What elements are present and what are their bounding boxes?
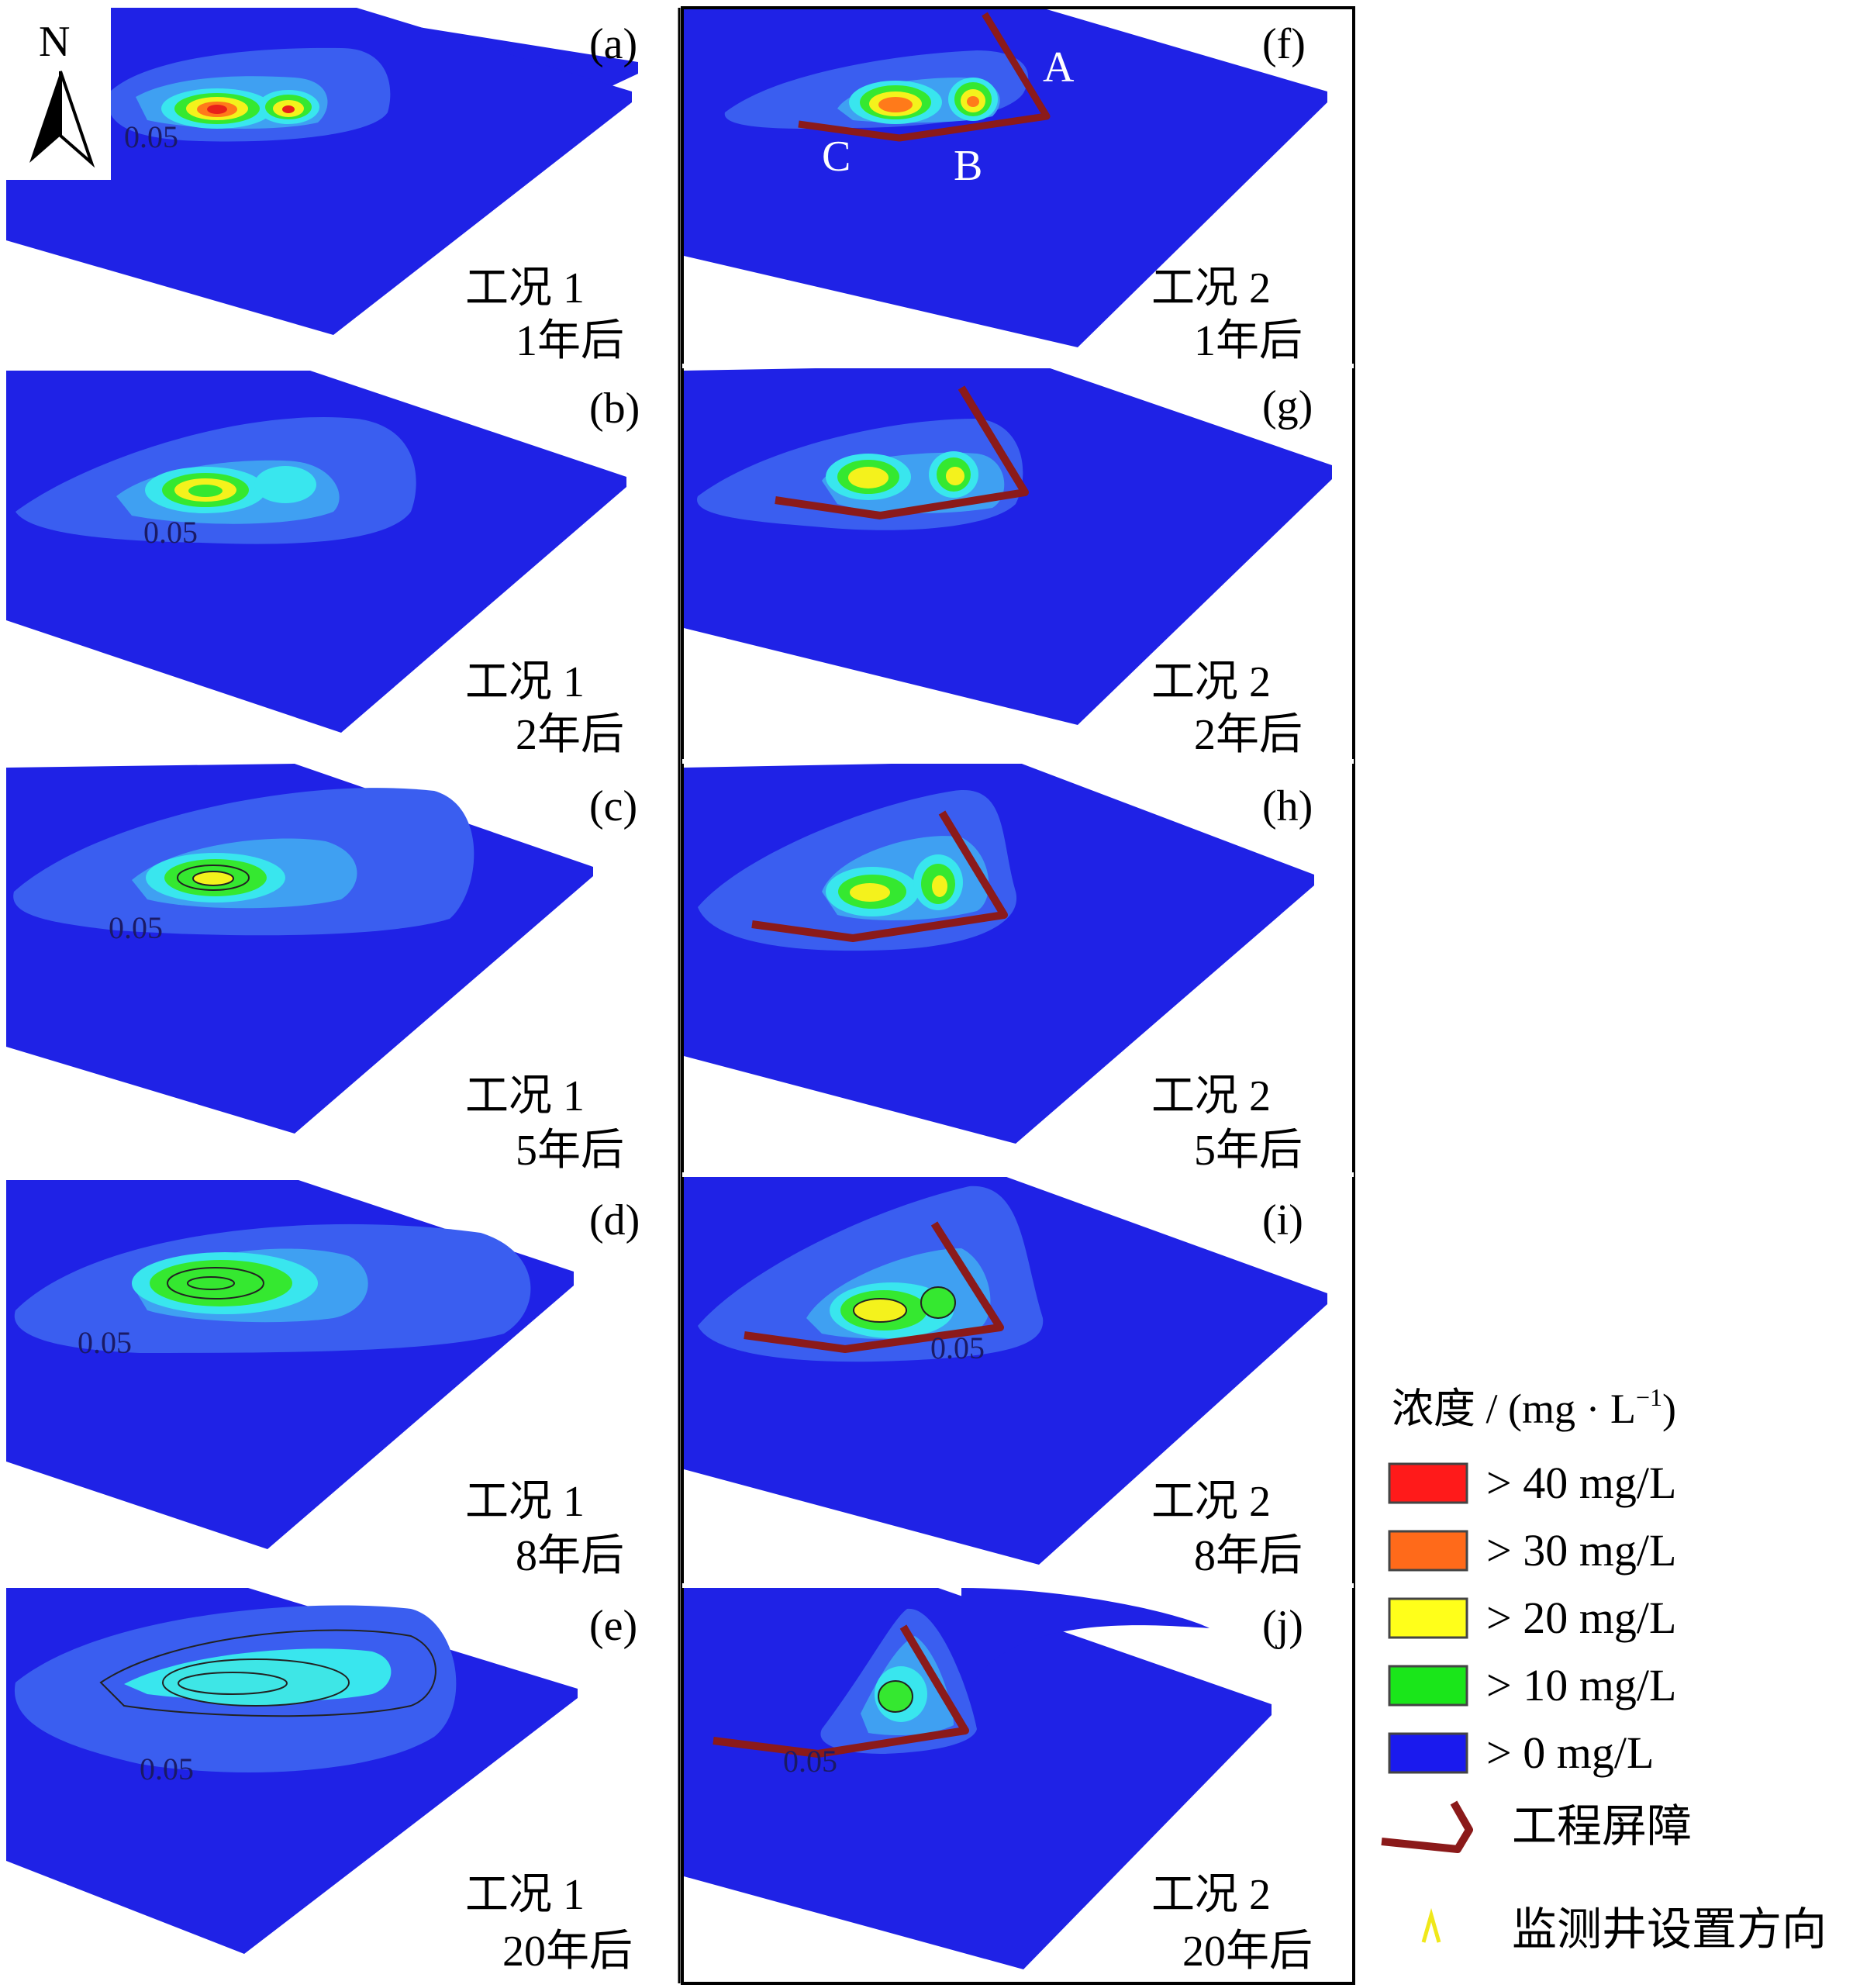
panel-time-a: 1年后 <box>516 317 624 365</box>
panel-case-c: 工况 1 <box>465 1072 585 1120</box>
contour-label-a: 0.05 <box>124 119 178 154</box>
panel-tag-e: (e) <box>589 1602 637 1650</box>
legend-swatch <box>1388 1530 1468 1572</box>
plume-d <box>14 1224 531 1353</box>
panel-tag-d: (d) <box>589 1196 640 1244</box>
panel-tag-h: (h) <box>1262 782 1313 830</box>
panel-tag-a: (a) <box>589 20 637 68</box>
panel-tag-b: (b) <box>589 385 640 433</box>
panel-time-e: 20年后 <box>502 1928 633 1976</box>
panel-time-i: 8年后 <box>1194 1532 1303 1580</box>
panel-tag-c: (c) <box>589 782 637 830</box>
panel-case-b: 工况 1 <box>465 658 585 706</box>
ground-j <box>684 1588 1272 1969</box>
panel-time-f: 1年后 <box>1194 317 1303 365</box>
barrier-j <box>713 1624 969 1758</box>
panel-case-h: 工况 2 <box>1151 1072 1271 1120</box>
panel-time-b: 2年后 <box>516 711 624 759</box>
panel-case-d: 工况 1 <box>465 1478 585 1526</box>
barrier-i <box>744 1221 1004 1353</box>
plume-j <box>820 1588 1209 1754</box>
plume-f <box>724 50 1029 129</box>
barrier-g <box>775 385 1029 519</box>
compass: N <box>6 8 111 180</box>
panel-time-h: 5年后 <box>1194 1127 1303 1175</box>
barrier-h <box>751 810 1008 942</box>
plume-c <box>13 788 474 936</box>
panel-case-a: 工况 1 <box>465 264 585 312</box>
panel-time-c: 5年后 <box>516 1127 624 1175</box>
barrier-point-b: B <box>954 142 982 190</box>
panel-tag-j: (j) <box>1262 1602 1303 1650</box>
plume-h <box>698 790 1017 951</box>
plume-a-top <box>107 47 391 142</box>
compass-n-label: N <box>39 18 70 66</box>
legend-well-label: 监测井设置方向 <box>1512 1904 1827 1955</box>
panel-time-j: 20年后 <box>1182 1928 1313 1976</box>
plume-b <box>16 417 416 544</box>
legend-title: 浓度 / (mg · L−1) <box>1392 1383 1676 1432</box>
legend-label: > 30 mg/L <box>1486 1525 1676 1576</box>
panel-tag-f: (f) <box>1262 20 1306 68</box>
legend-label: > 20 mg/L <box>1486 1593 1676 1643</box>
legend-well: 监测井设置方向 <box>1421 1904 1827 1955</box>
contour-label-e: 0.05 <box>140 1752 194 1786</box>
contour-label-j: 0.05 <box>783 1744 837 1779</box>
panel-case-j: 工况 2 <box>1151 1871 1271 1919</box>
legend: 浓度 / (mg · L−1) > 40 mg/L > 30 mg/L > 20 m… <box>1381 1383 1827 1955</box>
barrier-point-a: A <box>1043 43 1075 91</box>
barrier-f <box>798 12 1051 142</box>
contour-label-d: 0.05 <box>78 1325 132 1360</box>
barrier-point-c: C <box>822 133 851 181</box>
legend-label: > 0 mg/L <box>1486 1727 1654 1778</box>
panel-time-g: 2年后 <box>1194 711 1303 759</box>
panel-tag-g: (g) <box>1262 382 1313 430</box>
plume-e <box>14 1605 457 1772</box>
panel-tag-i: (i) <box>1262 1196 1303 1244</box>
monitoring-well-icon <box>1421 1907 1441 1943</box>
contour-label-c: 0.05 <box>109 910 163 945</box>
plume-i <box>698 1186 1044 1362</box>
barrier-symbol-icon <box>1381 1800 1473 1853</box>
contour-label-b: 0.05 <box>143 515 198 550</box>
right-column-frame <box>681 6 1355 1985</box>
legend-swatches: > 40 mg/L > 30 mg/L > 20 mg/L > 10 mg/L > 0 … <box>1388 1458 1676 1778</box>
legend-swatch <box>1388 1597 1468 1639</box>
labels-right: (f) 工况 2 1年后 (g) 工况 2 2年后 (h) 工况 2 5年后 (… <box>1151 20 1313 1976</box>
panel-time-d: 8年后 <box>516 1532 624 1580</box>
panel-case-g: 工况 2 <box>1151 658 1271 706</box>
legend-label: > 10 mg/L <box>1486 1660 1676 1710</box>
labels-left: (a) 工况 1 1年后 (b) 工况 1 2年后 (c) 工况 1 5年后 (… <box>465 20 640 1976</box>
panel-case-i: 工况 2 <box>1151 1478 1271 1526</box>
legend-barrier-label: 工程屏障 <box>1512 1801 1692 1852</box>
panel-case-e: 工况 1 <box>465 1871 585 1919</box>
legend-swatch <box>1388 1462 1468 1504</box>
legend-swatch <box>1388 1732 1468 1774</box>
north-arrow-icon <box>29 71 95 168</box>
legend-barrier: 工程屏障 <box>1381 1800 1692 1853</box>
legend-swatch <box>1388 1665 1468 1707</box>
contour-label-i: 0.05 <box>930 1331 985 1365</box>
legend-label: > 40 mg/L <box>1486 1458 1676 1508</box>
panel-case-f: 工况 2 <box>1151 264 1271 312</box>
